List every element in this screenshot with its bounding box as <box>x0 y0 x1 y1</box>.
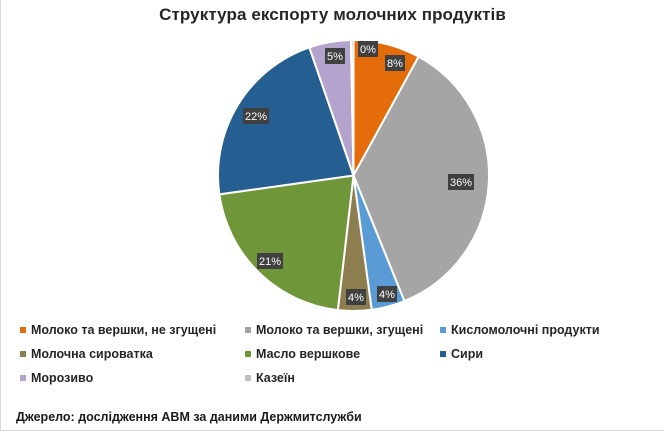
legend-item: Молоко та вершки, згущені <box>245 322 423 338</box>
legend-label: Кисломолочні продукти <box>451 323 600 337</box>
data-label: 22% <box>243 108 269 124</box>
legend-label: Морозиво <box>31 371 94 385</box>
legend-label: Сири <box>451 347 484 361</box>
pie-slice <box>352 55 490 303</box>
legend-swatch-icon <box>20 351 26 357</box>
pie-slice <box>217 46 355 196</box>
data-label: 4% <box>377 286 397 302</box>
legend-item: Молоко та вершки, не згущені <box>20 322 216 338</box>
legend-swatch-icon <box>440 327 446 333</box>
data-label: 8% <box>385 55 405 71</box>
pie-slice <box>349 38 355 176</box>
pie-slice <box>218 174 355 312</box>
legend-label: Молоко та вершки, згущені <box>256 323 424 337</box>
svg-text:36%: 36% <box>450 177 472 189</box>
legend-label: Молочна сироватка <box>31 347 153 361</box>
legend-swatch-icon <box>20 375 26 381</box>
legend-swatch-icon <box>245 375 251 381</box>
data-label: 4% <box>346 289 366 305</box>
legend-item: Кисломолочні продукти <box>440 322 600 338</box>
legend-swatch-icon <box>440 351 446 357</box>
data-label: 5% <box>325 48 345 64</box>
legend-swatch-icon <box>20 327 26 333</box>
legend-swatch-icon <box>245 351 251 357</box>
svg-text:0%: 0% <box>360 44 376 56</box>
data-label: 0% <box>358 41 378 57</box>
legend-label: Казеїн <box>256 371 295 385</box>
legend-label: Масло вершкове <box>256 347 361 361</box>
data-label: 36% <box>448 174 474 190</box>
svg-text:5%: 5% <box>327 51 343 63</box>
legend-swatch-icon <box>245 327 251 333</box>
legend-item: Молочна сироватка <box>20 346 153 362</box>
svg-text:22%: 22% <box>245 111 267 123</box>
legend-label: Молоко та вершки, не згущені <box>31 323 217 337</box>
svg-text:4%: 4% <box>348 292 364 304</box>
data-label: 21% <box>257 253 283 269</box>
svg-text:8%: 8% <box>387 58 403 70</box>
source-note: Джерело: дослідження АВМ за даними Держм… <box>16 410 362 424</box>
svg-text:4%: 4% <box>379 289 395 301</box>
legend-item: Казеїн <box>245 370 295 386</box>
legend-item: Морозиво <box>20 370 93 386</box>
svg-text:21%: 21% <box>259 256 281 268</box>
legend-item: Масло вершкове <box>245 346 360 362</box>
legend-item: Сири <box>440 346 483 362</box>
chart-title: Структура експорту молочних продуктів <box>159 5 506 24</box>
